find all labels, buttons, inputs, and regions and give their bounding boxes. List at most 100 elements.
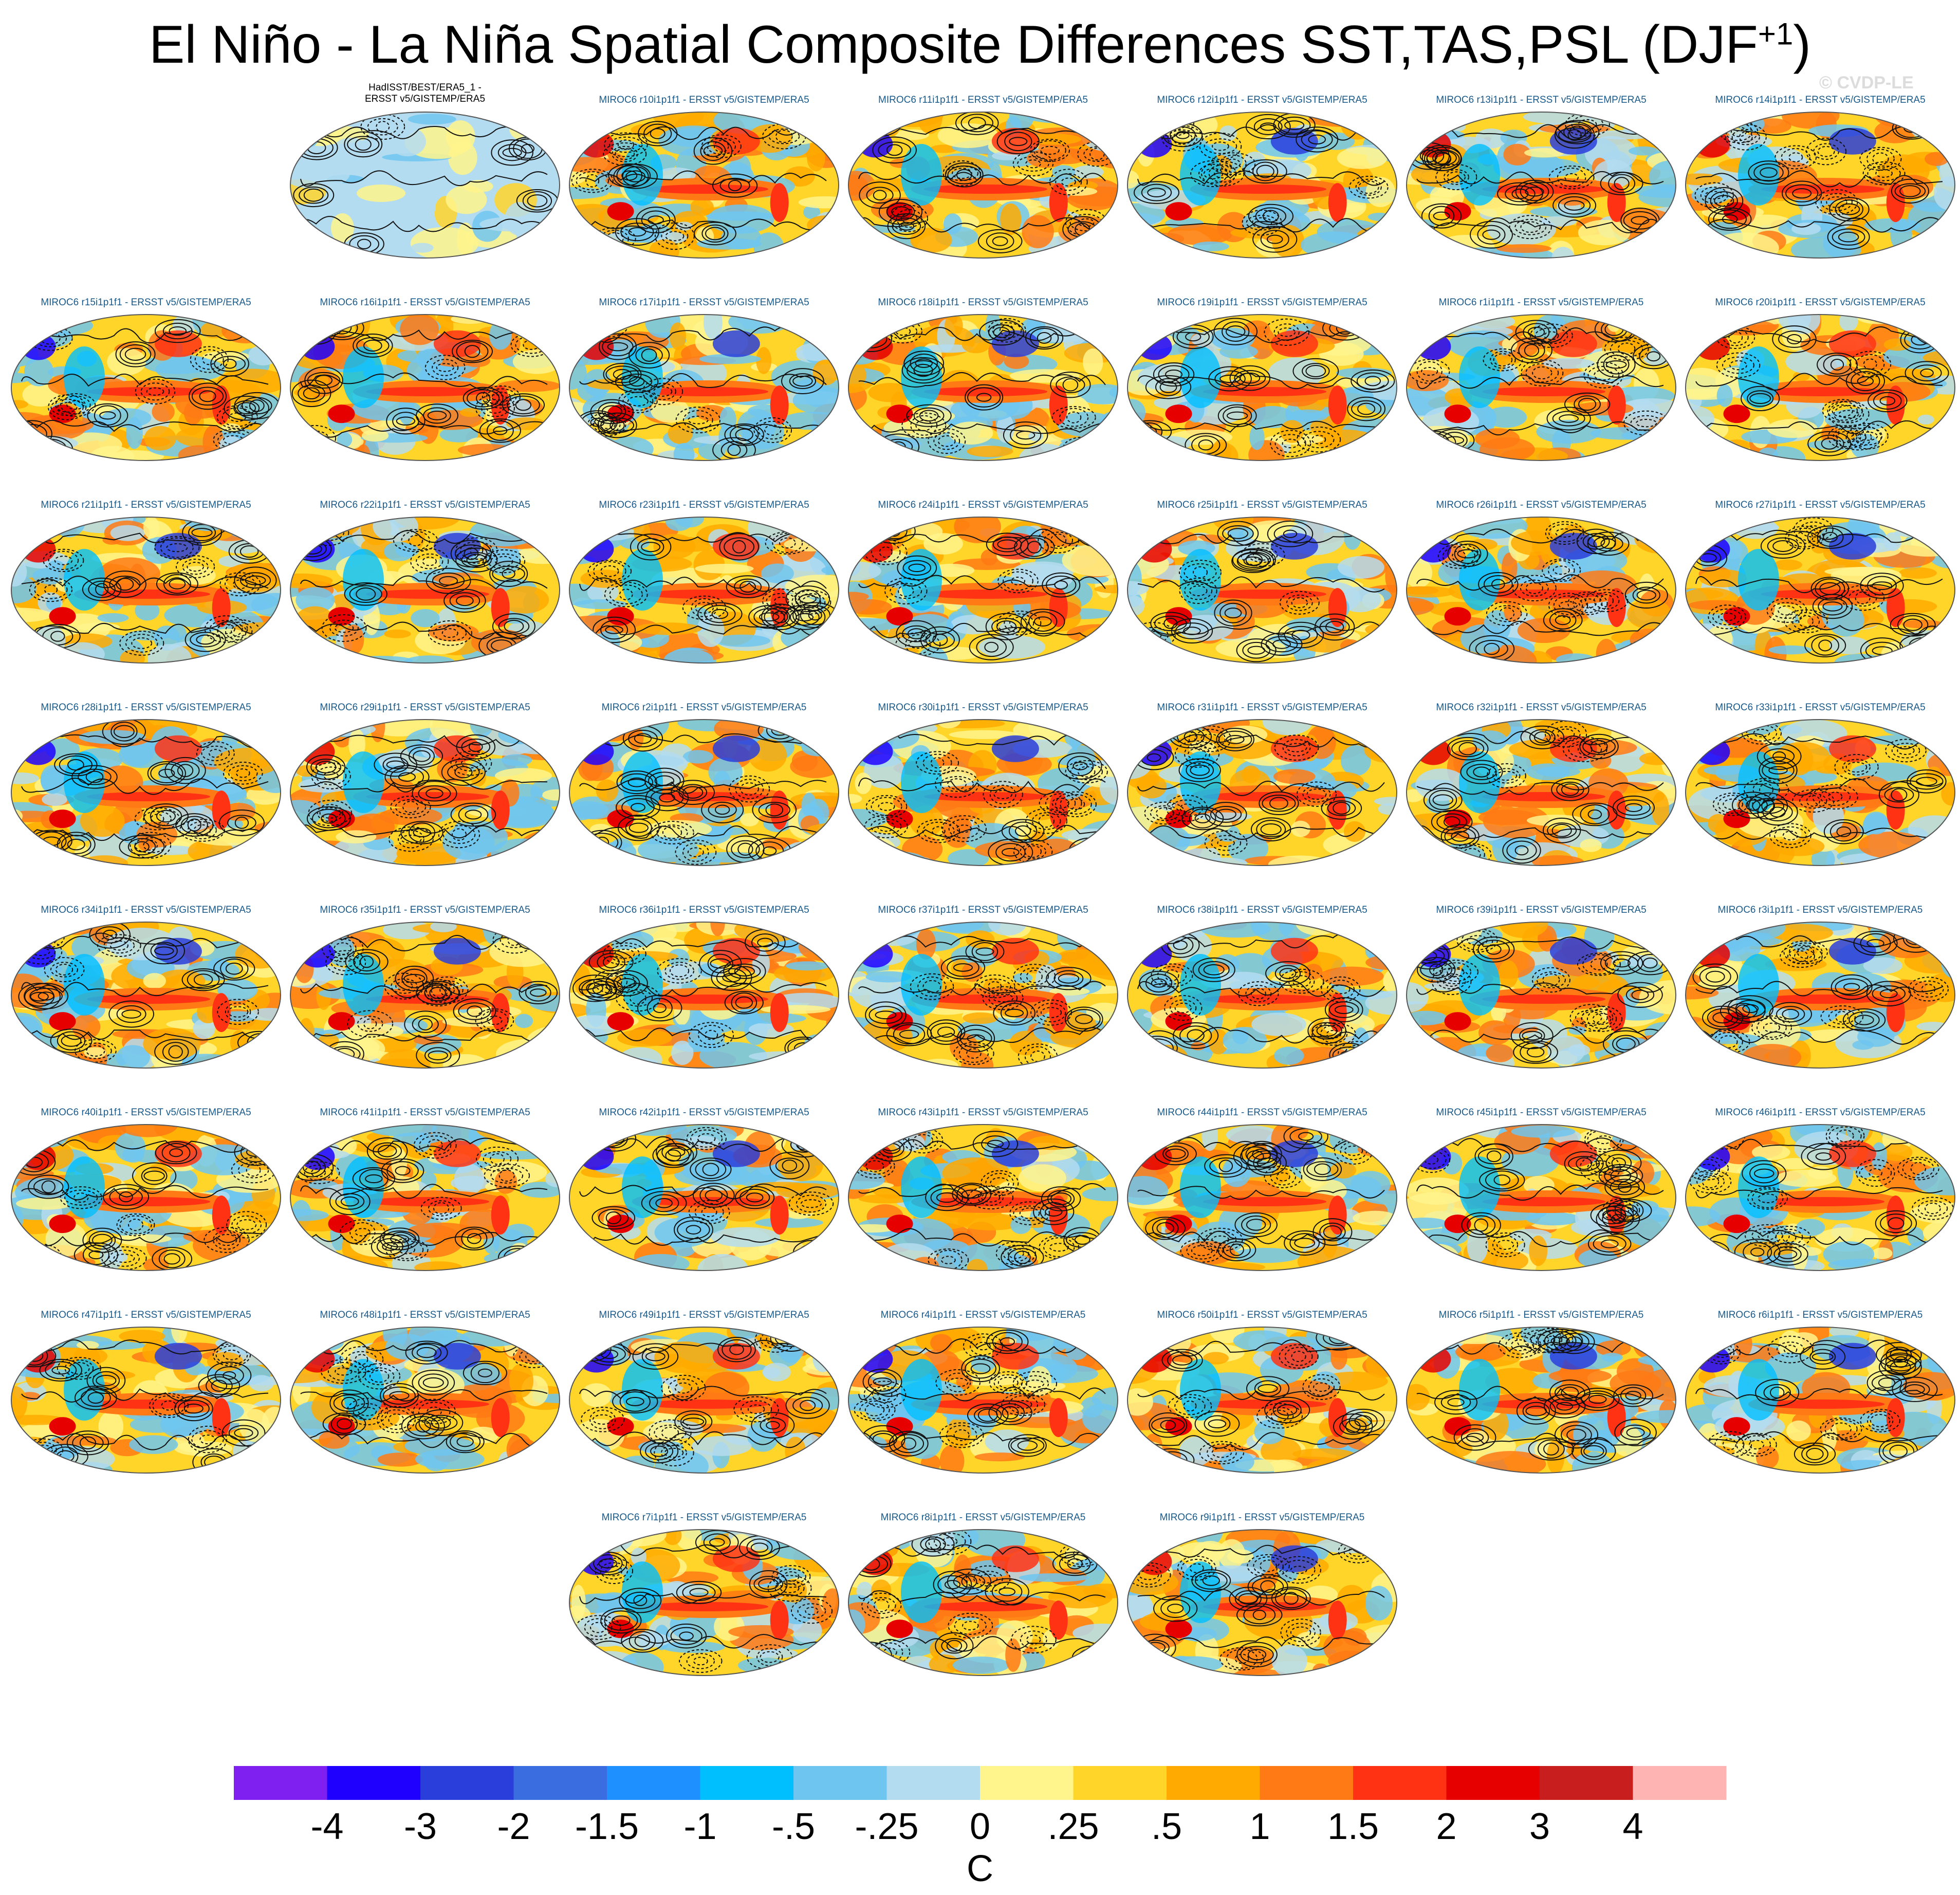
psl-contour-positive: [759, 612, 780, 622]
psl-contour-negative: [1055, 173, 1082, 191]
psl-contour-positive: [424, 1047, 452, 1064]
psl-contour-positive: [467, 1005, 483, 1017]
warm-tongue-core: [1761, 995, 1884, 1004]
anomaly-blob: [1127, 230, 1143, 243]
anomaly-blob: [16, 655, 80, 663]
psl-contour-positive: [1460, 760, 1503, 784]
land-anomaly: [712, 127, 760, 155]
psl-contour-positive: [1426, 149, 1460, 169]
psl-contour-negative: [1536, 971, 1566, 988]
psl-contour-line: [1695, 778, 1943, 796]
psl-contour-positive: [527, 194, 548, 208]
anomaly-blob: [1686, 238, 1725, 258]
psl-contour-positive: [621, 373, 653, 390]
psl-contour-negative: [958, 1044, 989, 1063]
anomaly-blob: [1933, 176, 1955, 210]
map-outline: [848, 517, 1118, 664]
psl-contour-positive: [1014, 825, 1031, 837]
psl-contour-positive: [1891, 788, 1908, 802]
psl-contour-negative: [1167, 130, 1198, 147]
psl-contour-negative: [1486, 601, 1528, 627]
psl-contour-positive: [995, 843, 1026, 862]
psl-contour-negative: [97, 934, 141, 957]
anomaly-blob: [489, 651, 546, 663]
psl-contour-positive: [1333, 801, 1351, 815]
psl-contour-negative: [1443, 169, 1469, 185]
anomaly-blob: [1355, 648, 1397, 663]
psl-contour-negative: [44, 584, 58, 595]
psl-contour-positive: [489, 561, 528, 587]
anomaly-blob: [1340, 922, 1386, 939]
psl-contour-negative: [1274, 734, 1319, 761]
anomaly-blob: [529, 995, 560, 1012]
anomaly-blob: [936, 720, 961, 729]
land-anomaly: [1270, 735, 1318, 762]
psl-contour-positive: [1907, 769, 1947, 794]
psl-contour-positive: [761, 603, 800, 631]
anomaly-blob: [1872, 1059, 1902, 1068]
psl-contour-positive: [886, 525, 901, 537]
psl-contour-positive: [1021, 609, 1065, 634]
anomaly-blob: [248, 345, 279, 366]
psl-contour-positive: [1443, 816, 1460, 828]
psl-contour-negative: [1704, 191, 1724, 200]
psl-contour-negative: [937, 435, 956, 447]
psl-contour-line: [579, 779, 827, 794]
psl-contour-positive: [456, 341, 489, 362]
anomaly-blob: [848, 114, 877, 144]
psl-contour-line: [1137, 373, 1385, 391]
psl-contour-positive: [147, 761, 186, 786]
anomaly-blob: [81, 855, 128, 866]
map-panel: MIROC6 r39i1p1f1 - ERSST v5/GISTEMP/ERA5: [1406, 905, 1676, 1069]
panel-title: MIROC6 r22i1p1f1 - ERSST v5/GISTEMP/ERA5: [320, 500, 530, 510]
anomaly-blob: [1190, 1042, 1206, 1051]
psl-contour-positive: [731, 992, 757, 1013]
anomaly-blob: [221, 319, 270, 343]
psl-contour-positive: [1165, 369, 1183, 380]
psl-contour-positive: [1301, 130, 1333, 149]
psl-contour-negative: [1442, 546, 1476, 566]
psl-contour-positive: [1222, 321, 1250, 342]
psl-contour-positive: [1482, 229, 1501, 240]
psl-contour-positive: [1416, 956, 1456, 983]
anomaly-blob: [418, 348, 444, 367]
psl-contour-positive: [1860, 573, 1904, 599]
psl-contour-positive: [108, 1000, 154, 1028]
psl-contour-negative: [682, 842, 709, 862]
panel-title: MIROC6 r30i1p1f1 - ERSST v5/GISTEMP/ERA5: [878, 702, 1088, 713]
psl-contour-negative: [1569, 1004, 1614, 1032]
psl-contour-positive: [303, 387, 320, 399]
map-panel: MIROC6 r40i1p1f1 - ERSST v5/GISTEMP/ERA5: [11, 1107, 281, 1271]
psl-contour-positive: [590, 399, 634, 425]
psl-contour-positive: [458, 1002, 491, 1020]
anomaly-blob: [11, 557, 27, 587]
psl-contour-positive: [976, 393, 992, 402]
psl-contour-positive: [1029, 327, 1059, 348]
anomaly-blob: [442, 825, 495, 860]
psl-contour-positive: [504, 619, 524, 633]
anomaly-blob: [542, 144, 560, 154]
psl-contour-positive: [187, 970, 220, 989]
anomaly-blob: [696, 238, 762, 250]
anomaly-blob: [1268, 357, 1324, 389]
map-outline: [1127, 112, 1397, 259]
psl-contour-positive: [603, 363, 642, 386]
psl-contour-positive: [1912, 364, 1942, 381]
psl-contour-positive: [303, 188, 324, 202]
psl-contour-positive: [428, 1050, 448, 1060]
psl-contour-positive: [190, 632, 221, 648]
land-anomaly: [1416, 536, 1451, 563]
psl-contour-line: [1695, 170, 1943, 188]
panel-title: MIROC6 r16i1p1f1 - ERSST v5/GISTEMP/ERA5: [320, 297, 530, 308]
anomaly-blob: [884, 1056, 900, 1068]
anomaly-blob: [1060, 436, 1118, 446]
land-anomaly: [770, 385, 789, 425]
psl-contour-negative: [1144, 801, 1186, 825]
anomaly-blob: [569, 120, 618, 134]
psl-contour-positive: [1564, 392, 1611, 416]
map-outline: [569, 112, 839, 259]
anomaly-blob: [515, 135, 542, 169]
psl-contour-positive: [984, 641, 999, 653]
psl-contour-positive: [1223, 406, 1252, 425]
psl-contour-line: [21, 829, 269, 841]
